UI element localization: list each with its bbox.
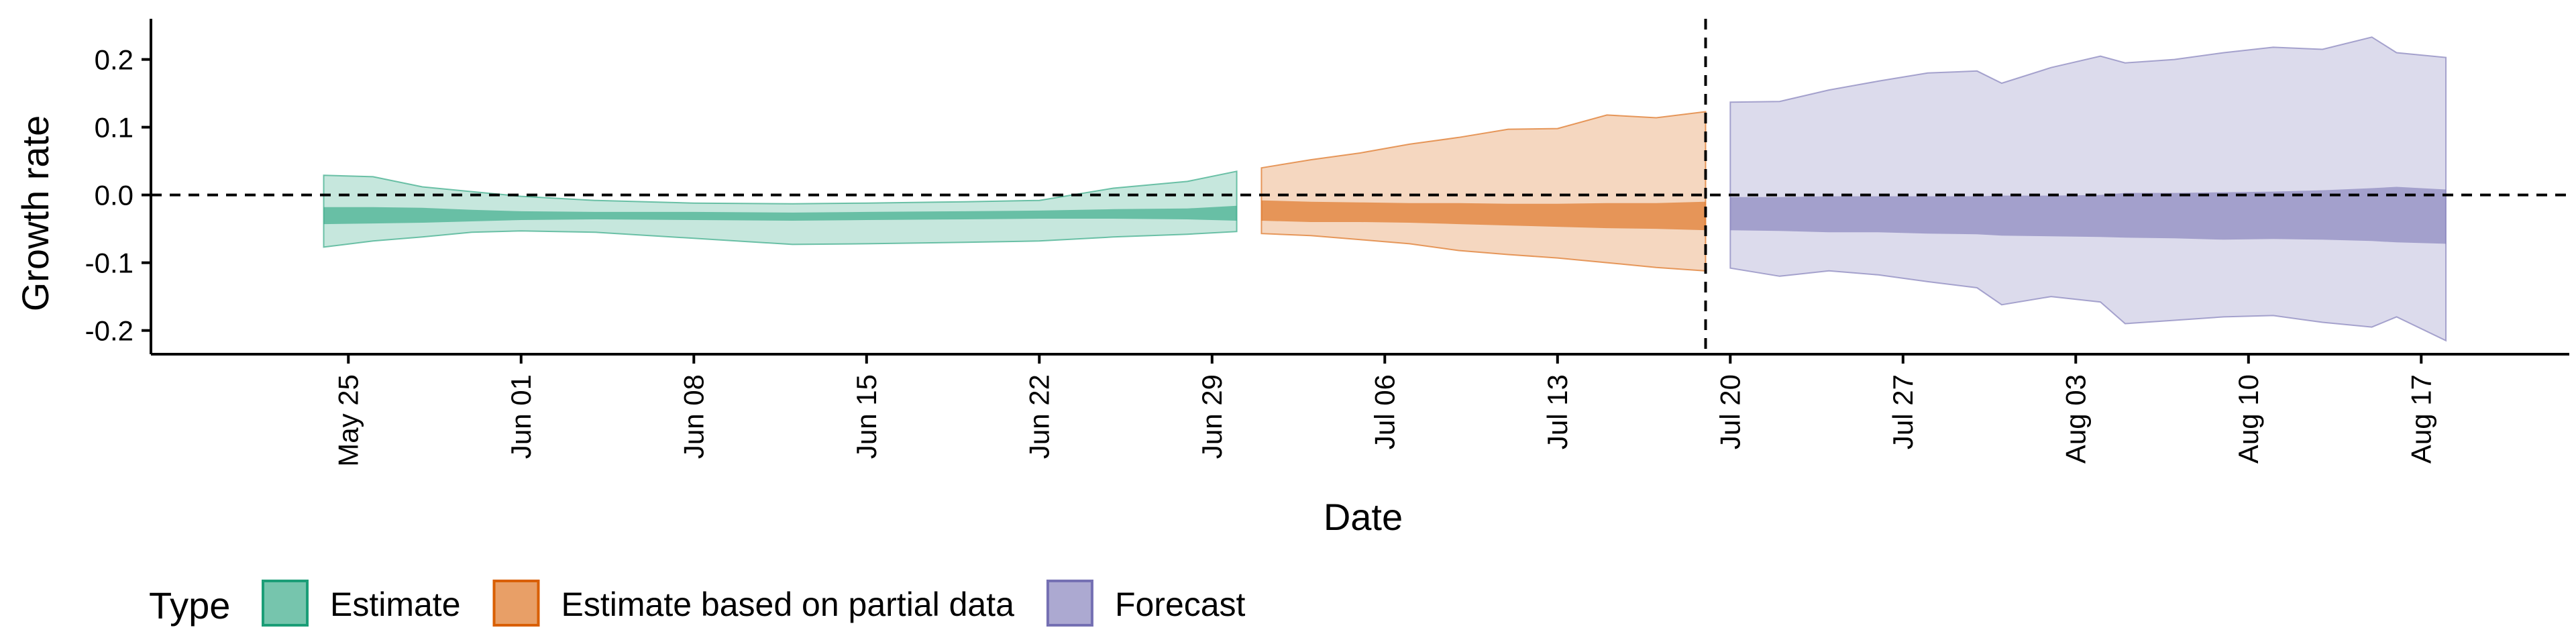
legend-label: Estimate: [330, 586, 461, 623]
axes: 0.2 0.1 0.0 -0.1 -0.2 May 25 Jun 01 Jun 08 Jun 1…: [85, 19, 2569, 467]
legend-label: Forecast: [1115, 586, 1246, 623]
x-tick-label: Jul 27: [1887, 374, 1919, 449]
band-inner-estimate-based-on-partial-data: [1261, 200, 1706, 231]
band-inner-forecast: [1730, 186, 2447, 244]
x-axis-title: Date: [1324, 496, 1403, 538]
band-outer-estimate-based-on-partial-data: [1260, 111, 1707, 272]
x-tick-label: Jul 13: [1542, 374, 1573, 449]
legend-swatch: [492, 580, 540, 627]
reference-lines: [151, 19, 2569, 354]
band-outer-estimate: [323, 170, 1238, 248]
x-tick-label: May 25: [332, 374, 364, 467]
x-tick-label: Aug 17: [2405, 374, 2436, 464]
x-tick-label: Aug 03: [2059, 374, 2091, 464]
y-tick-label: 0.0: [95, 180, 133, 211]
x-tick-label: Jun 08: [678, 374, 709, 459]
legend-swatch: [262, 580, 309, 627]
band-outer-forecast: [1729, 36, 2447, 342]
legend-swatch: [1046, 580, 1093, 627]
x-tick-label: Jun 29: [1196, 374, 1228, 459]
x-tick-label: Jul 20: [1714, 374, 1746, 449]
legend-title: Type: [149, 584, 230, 627]
x-tick-label: Aug 10: [2233, 374, 2264, 464]
y-axis-title: Growth rate: [14, 115, 56, 312]
band-inner-estimate: [323, 205, 1237, 225]
legend: Type Estimate Estimate based on partial d…: [149, 580, 1246, 627]
legend-label: Estimate based on partial data: [561, 586, 1015, 623]
y-tick-label: -0.1: [85, 248, 133, 279]
x-tick-label: Jun 22: [1023, 374, 1055, 459]
x-tick-label: Jul 06: [1368, 374, 1400, 449]
y-tick-label: 0.1: [95, 112, 133, 144]
x-tick-label: Jun 01: [505, 374, 537, 459]
x-tick-label: Jun 15: [851, 374, 882, 459]
band-layer: [323, 36, 2447, 342]
y-tick-label: -0.2: [85, 315, 133, 347]
y-tick-label: 0.2: [95, 44, 133, 76]
